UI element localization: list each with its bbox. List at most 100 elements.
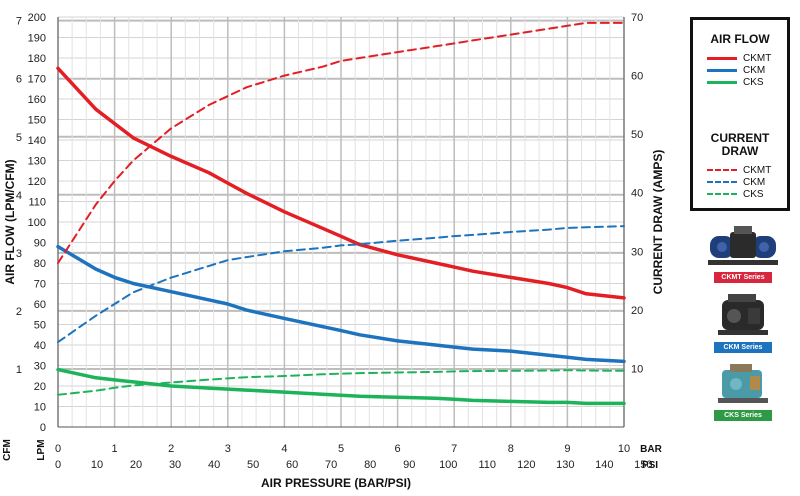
series-cks-airflow [56,367,626,406]
bar-tick-label: 2 [168,443,174,455]
right-axis-title: CURRENT DRAW (AMPS) [651,150,665,295]
bar-ticks: 0 1 2 3 4 5 6 7 8 9 10 [55,443,630,455]
cfm-ticks: 1 2 3 4 5 6 7 [16,16,22,376]
x-axis-title: AIR PRESSURE (BAR/PSI) [261,476,411,490]
psi-tick-label: 60 [286,459,298,471]
lpm-tick-label: 40 [34,340,46,352]
lpm-unit-label: LPM [36,439,47,460]
psi-tick-label: 30 [169,459,181,471]
cfm-tick-label: 5 [16,132,22,144]
lpm-ticks: 0 10 20 30 40 50 60 70 80 90 100 110 120 130 140 150 160… [28,12,46,434]
lpm-tick-label: 160 [28,94,46,106]
lpm-tick-label: 90 [34,238,46,250]
legend-swatch [707,181,737,183]
bar-tick-label: 7 [451,443,457,455]
legend-label: CKMT [743,52,772,64]
legend-current-title-line2: DRAW [721,144,759,158]
ckmt-series-badge: CKMT Series [714,272,772,283]
amps-tick-label: 70 [631,12,643,24]
series-ckmt-current [57,21,625,264]
lpm-tick-label: 60 [34,299,46,311]
psi-tick-label: 10 [91,459,103,471]
bar-tick-label: 4 [281,443,287,455]
grid-lines [57,16,625,428]
lpm-tick-label: 20 [34,381,46,393]
bar-tick-label: 10 [618,443,630,455]
lpm-tick-label: 120 [28,176,46,188]
legend-airflow-cks: CKS [707,76,764,88]
lpm-tick-label: 10 [34,402,46,414]
bar-tick-label: 5 [338,443,344,455]
legend-label: CKS [743,188,764,200]
legend-box: AIR FLOW CKMT CKM CKS CURRENT DRAW CKMT … [690,17,790,211]
lpm-tick-label: 80 [34,258,46,270]
psi-tick-label: 120 [517,459,535,471]
psi-ticks: 0 10 20 30 40 50 60 70 80 90 100 110 120 130 140 150 [55,459,653,471]
lpm-tick-label: 140 [28,135,46,147]
lpm-tick-label: 180 [28,53,46,65]
left-axis-title: AIR FLOW (LPM/CFM) [3,159,17,284]
legend-label: CKM [743,176,766,188]
amps-tick-label: 20 [631,305,643,317]
psi-tick-label: 40 [208,459,220,471]
psi-tick-label: 20 [130,459,142,471]
lpm-tick-label: 30 [34,361,46,373]
lpm-tick-label: 0 [40,422,46,434]
legend-label: CKMT [743,164,772,176]
legend-swatch [707,68,737,72]
amps-tick-label: 10 [631,363,643,375]
legend-current-title: CURRENT DRAW [693,132,787,158]
psi-tick-label: 110 [478,459,496,471]
ckm-compressor-image [704,292,782,340]
legend-current-cks: CKS [707,188,764,200]
amps-ticks: 10 20 30 40 50 60 70 [631,12,643,375]
lpm-tick-label: 70 [34,279,46,291]
amps-tick-label: 40 [631,188,643,200]
legend-swatch [707,193,737,195]
amps-tick-label: 30 [631,246,643,258]
series-ckm-current [57,225,625,344]
legend-label: CKS [743,76,764,88]
bar-tick-label: 3 [225,443,231,455]
psi-tick-label: 100 [439,459,457,471]
amps-tick-label: 50 [631,129,643,141]
ckm-series-badge: CKM Series [714,342,772,353]
legend-swatch [707,169,737,171]
psi-tick-label: 140 [595,459,613,471]
cfm-tick-label: 6 [16,74,22,86]
axes [57,17,625,428]
lpm-tick-label: 50 [34,320,46,332]
cfm-tick-label: 4 [16,190,22,202]
legend-current-ckmt: CKMT [707,164,771,176]
cfm-unit-label: CFM [2,439,13,461]
lpm-tick-label: 170 [28,74,46,86]
legend-swatch [707,56,737,60]
series-ckmt-airflow [56,66,626,300]
lpm-tick-label: 200 [28,12,46,24]
legend-current-ckm: CKM [707,176,765,188]
bar-tick-label: 6 [395,443,401,455]
legend-airflow-ckm: CKM [707,64,765,76]
product-cks: CKS Series [700,360,786,421]
cfm-tick-label: 7 [16,16,22,28]
psi-tick-label: 0 [55,459,61,471]
psi-tick-label: 80 [364,459,376,471]
product-ckm: CKM Series [700,292,786,353]
cks-series-badge: CKS Series [714,410,772,421]
psi-tick-label: 130 [556,459,574,471]
cfm-tick-label: 3 [16,248,22,260]
lpm-tick-label: 110 [28,197,46,209]
product-ckmt: CKMT Series [700,222,786,283]
lpm-tick-label: 130 [28,156,46,168]
bar-tick-label: 1 [112,443,118,455]
legend-airflow-ckmt: CKMT [707,52,771,64]
cfm-tick-label: 1 [16,364,22,376]
bar-unit-label: BAR [640,444,662,455]
legend-swatch [707,80,737,84]
psi-tick-label: 150 [634,459,652,471]
cfm-tick-label: 2 [16,306,22,318]
cks-compressor-image [704,360,782,408]
series-ckm-airflow [56,244,626,364]
lpm-tick-label: 150 [28,115,46,127]
bar-tick-label: 0 [55,443,61,455]
